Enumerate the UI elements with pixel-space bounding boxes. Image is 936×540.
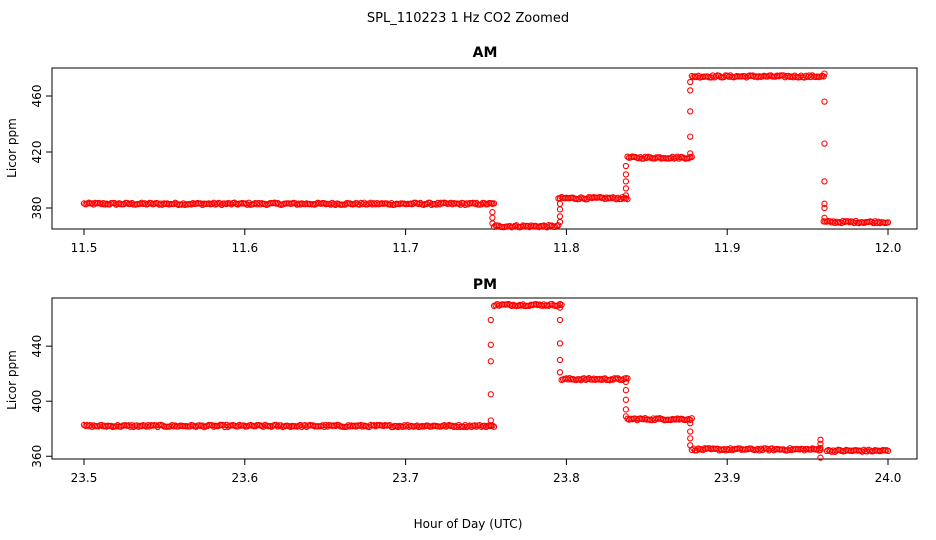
panel-pm: PM Licor ppm 23.5 23.6 23.7 23.8 23.9 24.0 360… xyxy=(5,277,918,485)
data-point xyxy=(817,446,824,454)
figure-title: SPL_110223 1 Hz CO2 Zoomed xyxy=(367,11,569,26)
data-point xyxy=(687,108,694,115)
data-point xyxy=(556,200,564,207)
x-tick-label: 11.8 xyxy=(553,241,580,255)
data-point xyxy=(687,87,694,94)
data-point xyxy=(821,98,828,105)
data-points xyxy=(80,300,892,461)
data-point xyxy=(622,192,630,199)
data-point xyxy=(687,420,694,427)
data-point xyxy=(490,423,498,430)
data-point xyxy=(821,200,828,207)
data-point xyxy=(622,406,630,413)
y-tick-label: 380 xyxy=(30,197,44,220)
data-point xyxy=(622,178,630,185)
data-point xyxy=(556,340,564,347)
data-point xyxy=(821,178,828,185)
data-point xyxy=(622,171,630,178)
data-point xyxy=(489,220,496,227)
data-point xyxy=(487,417,494,424)
data-point xyxy=(814,445,821,453)
data-point xyxy=(688,153,695,161)
data-point xyxy=(487,341,494,348)
data-point xyxy=(687,133,694,140)
y-tick-label: 400 xyxy=(30,390,44,413)
y-tick-label: 360 xyxy=(30,445,44,468)
data-point xyxy=(884,219,892,226)
x-tick-label: 23.9 xyxy=(714,471,741,485)
y-axis-label: Licor ppm xyxy=(5,350,19,410)
x-tick-label: 23.6 xyxy=(231,471,258,485)
data-point xyxy=(622,396,630,403)
data-point xyxy=(487,316,494,324)
data-point xyxy=(487,358,494,365)
plot-frame xyxy=(51,67,918,230)
data-point xyxy=(817,440,824,448)
y-tick-label: 420 xyxy=(30,141,44,164)
data-point xyxy=(556,304,564,311)
data-point xyxy=(556,316,564,324)
axis-ticks: 11.5 11.6 11.7 11.8 11.9 12.0 380 420 460 xyxy=(30,85,901,255)
panel-title: PM xyxy=(473,277,497,293)
data-point xyxy=(817,454,824,461)
data-point xyxy=(622,185,630,192)
data-points xyxy=(80,70,892,231)
y-tick-label: 440 xyxy=(30,335,44,358)
data-point xyxy=(624,375,631,382)
x-tick-label: 24.0 xyxy=(875,471,902,485)
data-point xyxy=(687,150,694,157)
data-point xyxy=(687,428,694,435)
data-point xyxy=(687,435,694,442)
x-tick-label: 11.6 xyxy=(231,241,258,255)
panel-title: AM xyxy=(473,45,498,61)
data-point xyxy=(622,378,630,386)
panel-am: AM Licor ppm 11.5 11.6 11.7 11.8 11.9 12.0 380… xyxy=(5,45,918,255)
plot-frame xyxy=(51,297,918,460)
data-point xyxy=(556,213,564,220)
x-tick-label: 23.5 xyxy=(71,471,98,485)
data-point xyxy=(820,73,827,80)
x-tick-label: 23.8 xyxy=(553,471,580,485)
data-point xyxy=(821,70,828,77)
x-tick-label: 11.7 xyxy=(392,241,419,255)
x-tick-label: 11.5 xyxy=(71,241,98,255)
data-point xyxy=(687,78,694,86)
data-point xyxy=(687,442,694,449)
x-tick-label: 23.7 xyxy=(392,471,419,485)
x-tick-label: 11.9 xyxy=(714,241,741,255)
data-point xyxy=(487,391,494,398)
x-axis-label: Hour of Day (UTC) xyxy=(414,517,523,531)
x-tick-label: 12.0 xyxy=(875,241,902,255)
data-point xyxy=(624,196,631,203)
data-point xyxy=(556,356,564,364)
data-point xyxy=(817,444,824,452)
data-point xyxy=(489,209,496,216)
data-point xyxy=(556,206,564,213)
data-point xyxy=(556,369,564,376)
data-point xyxy=(817,436,824,443)
data-point xyxy=(555,222,562,229)
data-point xyxy=(622,387,630,394)
y-axis-label: Licor ppm xyxy=(5,118,19,178)
data-point xyxy=(622,162,630,170)
data-point xyxy=(821,214,828,221)
data-point xyxy=(884,447,892,455)
data-point xyxy=(821,140,828,147)
data-point xyxy=(489,200,496,207)
data-point xyxy=(687,416,694,424)
axis-ticks: 23.5 23.6 23.7 23.8 23.9 24.0 360 400 440 xyxy=(30,335,901,485)
y-tick-label: 460 xyxy=(30,85,44,108)
data-point xyxy=(622,413,630,420)
data-point xyxy=(489,214,496,221)
data-point xyxy=(821,204,828,212)
